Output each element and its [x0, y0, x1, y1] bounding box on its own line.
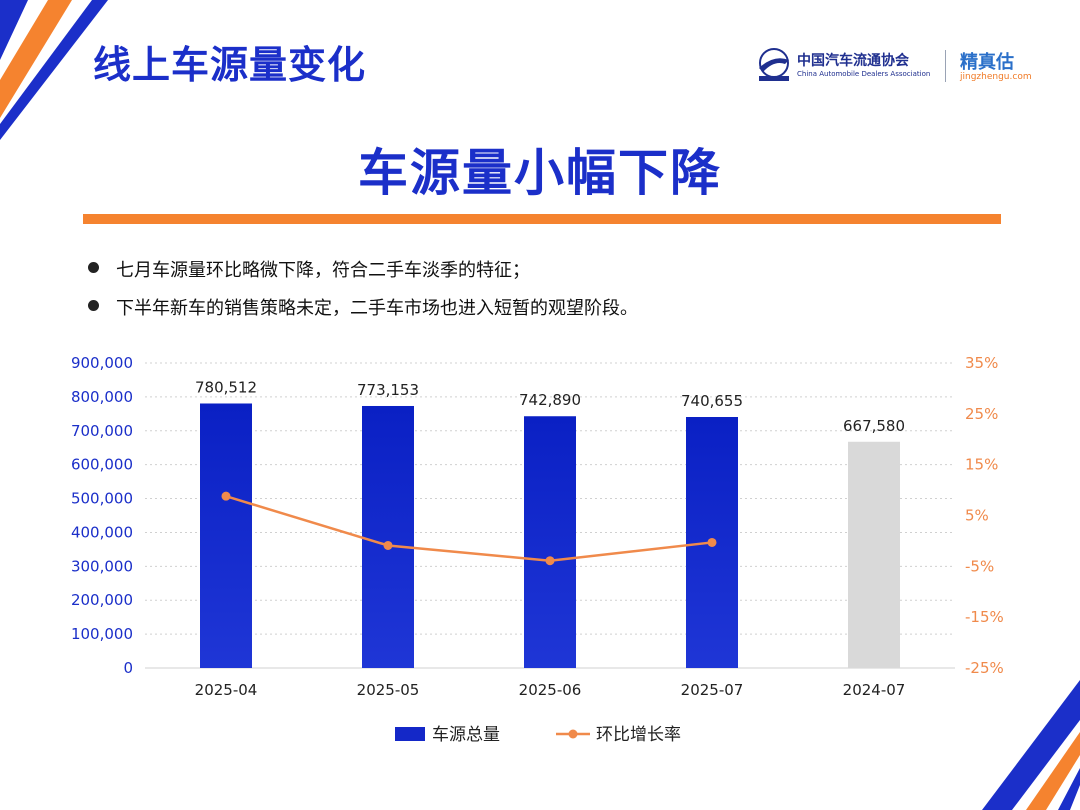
logo-divider	[945, 50, 946, 82]
legend-bar-swatch	[395, 727, 425, 741]
bar-data-label: 742,890	[519, 391, 581, 409]
headline: 车源量小幅下降	[358, 144, 722, 202]
jzg-logo-url: jingzhengu.com	[960, 72, 1032, 82]
y-left-tick-label: 0	[123, 659, 133, 677]
bar-data-label: 667,580	[843, 417, 905, 435]
logo-area: 中国汽车流通协会 China Automobile Dealers Associ…	[755, 44, 1045, 88]
growth-rate-line	[225, 494, 713, 562]
bullet-text: 下半年新车的销售策略未定，二手车市场也进入短暂的观望阶段。	[116, 298, 638, 319]
x-tick-label: 2025-07	[681, 681, 744, 699]
cada-logo-name: 中国汽车流通协会	[797, 53, 909, 69]
legend-bar-label: 车源总量	[432, 725, 500, 745]
legend-line-marker	[568, 729, 578, 739]
y-left-tick-label: 600,000	[71, 456, 133, 474]
y-left-tick-label: 900,000	[71, 354, 133, 372]
bar-data-label: 780,512	[195, 378, 257, 396]
y-right-tick-label: -15%	[965, 608, 1004, 626]
growth-rate-point	[545, 556, 555, 566]
bar-data-label: 773,153	[357, 381, 419, 399]
bar	[362, 405, 414, 668]
y-left-tick-label: 500,000	[71, 490, 133, 508]
bullet-dot-icon	[88, 262, 99, 273]
y-left-tick-label: 800,000	[71, 388, 133, 406]
y-right-tick-label: 35%	[965, 354, 998, 372]
x-tick-label: 2025-05	[357, 681, 420, 699]
bullet-dot-icon	[88, 300, 99, 311]
corner-stripes-bottom-right	[982, 680, 1080, 810]
growth-rate-point	[221, 491, 231, 501]
y-right-tick-label: 15%	[965, 456, 998, 474]
y-right-tick-label: -5%	[965, 557, 994, 575]
y-left-tick-label: 700,000	[71, 422, 133, 440]
y-left-tick-label: 300,000	[71, 557, 133, 575]
page-title: 线上车源量变化	[93, 43, 367, 87]
x-tick-label: 2024-07	[843, 681, 906, 699]
bar-data-label: 740,655	[681, 392, 743, 410]
y-left-tick-label: 400,000	[71, 523, 133, 541]
cada-logo-icon	[759, 48, 789, 81]
orange-divider	[83, 214, 1001, 224]
y-right-tick-label: -25%	[965, 659, 1004, 677]
growth-rate-point	[707, 537, 717, 547]
combo-chart: 900,000 800,000 700,000 600,000 500,000 400,0…	[71, 354, 1004, 745]
y-left-tick-label: 200,000	[71, 591, 133, 609]
bar	[848, 441, 900, 668]
y-left-tick-label: 100,000	[71, 625, 133, 643]
bullet-text: 七月车源量环比略微下降，符合二手车淡季的特征；	[116, 260, 530, 281]
growth-rate-point	[383, 540, 393, 550]
x-tick-label: 2025-06	[519, 681, 582, 699]
jzg-logo-name: 精真估	[960, 52, 1014, 73]
bar	[200, 403, 252, 668]
y-right-tick-label: 5%	[965, 507, 989, 525]
legend-line-label: 环比增长率	[596, 725, 681, 745]
bar	[524, 416, 576, 668]
corner-stripes-top-left	[0, 0, 108, 140]
x-tick-label: 2025-04	[195, 681, 258, 699]
y-right-tick-label: 25%	[965, 405, 998, 423]
cada-logo-english: China Automobile Dealers Association	[797, 70, 931, 78]
